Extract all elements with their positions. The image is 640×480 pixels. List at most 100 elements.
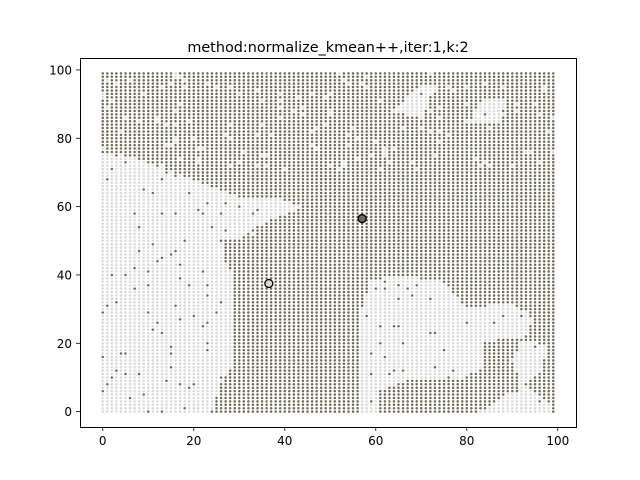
grid-point <box>247 109 250 113</box>
grid-point <box>147 239 150 243</box>
grid-point <box>128 365 132 369</box>
grid-point <box>224 229 227 232</box>
grid-point <box>147 287 150 290</box>
grid-point <box>124 113 127 116</box>
grid-point <box>178 92 182 96</box>
grid-point <box>269 116 273 120</box>
grid-point <box>101 318 104 321</box>
grid-point <box>187 171 191 174</box>
grid-point <box>110 318 114 321</box>
grid-point <box>128 242 132 246</box>
grid-point <box>128 219 132 222</box>
grid-point <box>115 355 118 359</box>
grid-point <box>278 290 282 294</box>
grid-point <box>265 311 268 314</box>
grid-point <box>178 406 182 410</box>
grid-point <box>156 188 159 191</box>
grid-point <box>319 75 323 79</box>
grid-point <box>310 359 314 362</box>
grid-point <box>269 345 273 348</box>
grid-point <box>247 174 250 178</box>
grid-point <box>197 205 200 208</box>
grid-point <box>219 331 223 335</box>
grid-point <box>315 318 318 321</box>
grid-point <box>242 72 246 75</box>
grid-point <box>247 215 250 219</box>
grid-point <box>169 242 173 246</box>
grid-point <box>315 253 318 256</box>
grid-point <box>315 342 318 345</box>
grid-point <box>219 78 223 82</box>
grid-point <box>265 140 268 143</box>
grid-point <box>310 150 314 154</box>
grid-point <box>233 171 236 174</box>
grid-point <box>292 242 296 246</box>
grid-point <box>238 280 241 284</box>
grid-point <box>233 174 236 178</box>
grid-point <box>206 167 209 171</box>
grid-point <box>219 222 223 225</box>
grid-point <box>124 150 127 154</box>
grid-point <box>306 188 309 191</box>
grid-point <box>269 205 273 208</box>
grid-point <box>242 150 246 154</box>
grid-point <box>106 352 109 355</box>
grid-point <box>319 389 323 393</box>
grid-point <box>297 82 300 85</box>
grid-point <box>224 147 227 150</box>
grid-point <box>110 106 114 109</box>
grid-point <box>142 393 145 396</box>
grid-point <box>160 208 164 212</box>
grid-point <box>251 154 255 157</box>
grid-point <box>101 215 104 219</box>
grid-point <box>274 191 277 195</box>
grid-point <box>233 242 236 246</box>
grid-point <box>238 212 241 215</box>
grid-point <box>192 201 196 205</box>
grid-point <box>233 164 236 167</box>
grid-point <box>315 362 318 366</box>
grid-point <box>178 208 182 212</box>
grid-point <box>288 82 291 85</box>
grid-point <box>197 160 200 164</box>
grid-point <box>219 126 223 130</box>
grid-point <box>315 198 318 202</box>
grid-point <box>247 280 250 284</box>
grid-point <box>265 215 268 219</box>
grid-point <box>251 331 255 335</box>
grid-point <box>201 348 205 352</box>
grid-point <box>247 290 250 294</box>
grid-point <box>174 324 177 328</box>
grid-point <box>110 270 114 273</box>
grid-point <box>233 372 236 376</box>
grid-point <box>297 307 300 311</box>
grid-point <box>137 219 141 222</box>
grid-point <box>124 396 127 400</box>
grid-point <box>297 205 300 208</box>
grid-point <box>142 321 145 325</box>
grid-point <box>297 102 300 106</box>
grid-point <box>147 72 150 75</box>
grid-point <box>192 222 196 225</box>
grid-point <box>115 283 118 287</box>
grid-point <box>183 277 186 280</box>
grid-point <box>210 171 214 174</box>
grid-point <box>210 222 214 225</box>
grid-point <box>233 345 236 348</box>
grid-point <box>201 195 205 198</box>
grid-point <box>301 249 305 253</box>
grid-point <box>133 96 136 99</box>
grid-point <box>210 362 214 366</box>
grid-point <box>247 150 250 154</box>
grid-point <box>224 167 227 171</box>
grid-point <box>315 410 318 413</box>
grid-point <box>128 393 132 396</box>
grid-point <box>165 99 168 102</box>
grid-point <box>128 225 132 229</box>
grid-point <box>133 113 136 116</box>
grid-point <box>292 174 296 178</box>
grid-point <box>206 72 209 75</box>
grid-point <box>228 386 232 389</box>
grid-point <box>292 106 296 109</box>
grid-point <box>292 297 296 301</box>
